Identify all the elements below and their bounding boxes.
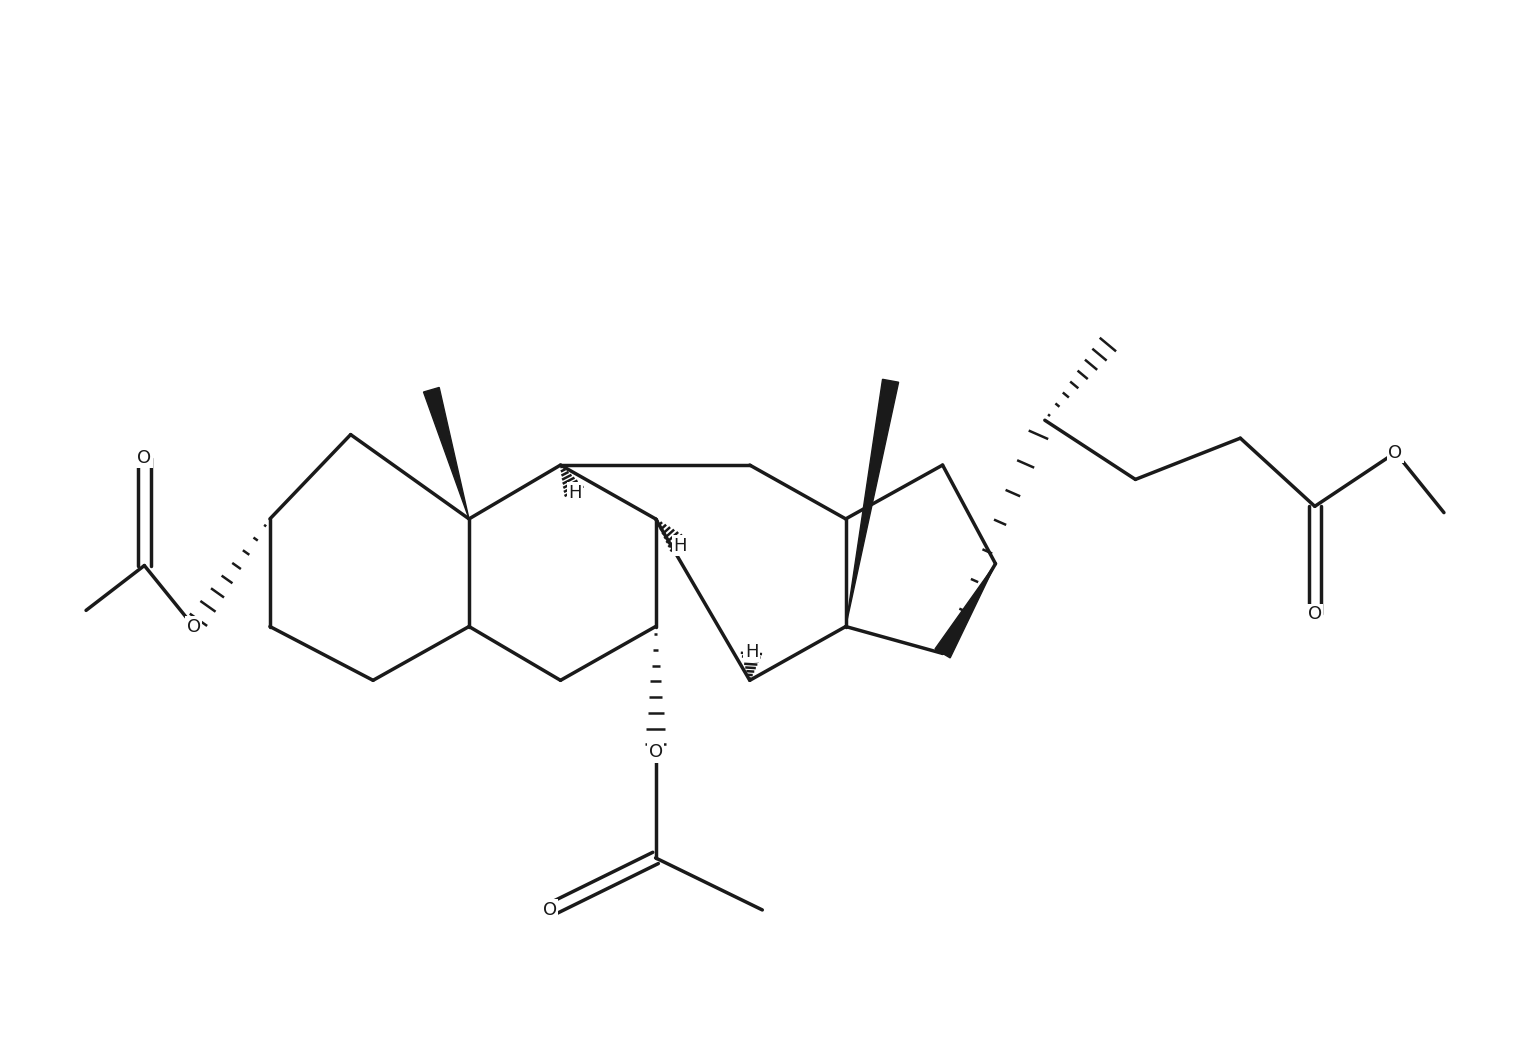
- Text: O: O: [1308, 605, 1322, 623]
- Text: H: H: [673, 536, 687, 554]
- Text: O: O: [543, 901, 557, 919]
- Text: H: H: [745, 643, 759, 661]
- Text: O: O: [187, 617, 200, 635]
- Polygon shape: [935, 564, 996, 657]
- Polygon shape: [846, 379, 898, 627]
- Text: O: O: [1388, 444, 1403, 462]
- Text: H: H: [568, 484, 581, 502]
- Text: O: O: [649, 743, 662, 761]
- Polygon shape: [424, 388, 470, 519]
- Text: O: O: [138, 449, 151, 467]
